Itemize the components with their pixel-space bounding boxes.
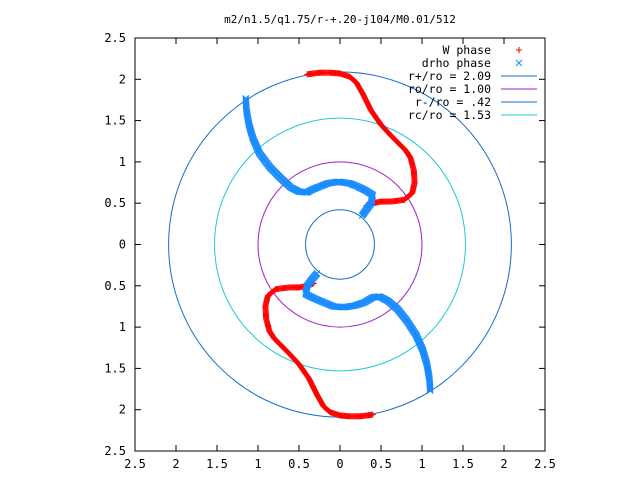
- circle-2: [305, 209, 375, 280]
- x-tick-label: 2.5: [534, 457, 556, 471]
- x-tick-label: 1: [418, 457, 425, 471]
- point-1-1-226: [313, 270, 321, 277]
- x-tick-label: 1.5: [452, 457, 474, 471]
- legend-entry-4: r-/ro = .42: [415, 95, 537, 109]
- series-1: [242, 94, 434, 395]
- x-tick-label: 2: [172, 457, 179, 471]
- legend-label: W phase: [443, 43, 492, 57]
- y-tick-label: 2.5: [104, 444, 126, 458]
- legend-label: drho phase: [422, 56, 491, 70]
- data-series: [242, 69, 434, 420]
- legend-label: rc/ro = 1.53: [408, 108, 491, 122]
- legend-entry-0: W phase: [443, 43, 522, 57]
- y-tick-label: 2: [119, 403, 126, 417]
- legend-entry-3: ro/ro = 1.00: [408, 82, 537, 96]
- chart-title: m2/n1.5/q1.75/r-+.20-j104/M0.01/512: [224, 13, 456, 26]
- circle-0: [168, 71, 512, 418]
- x-tick-label: 0.5: [370, 457, 392, 471]
- x-tick-label: 0: [336, 457, 343, 471]
- x-tick-label: 2: [500, 457, 507, 471]
- x-tick-label: 0.5: [288, 457, 310, 471]
- y-tick-label: 2.5: [104, 31, 126, 45]
- legend-symbol: [515, 59, 523, 67]
- legend-label: ro/ro = 1.00: [408, 82, 491, 96]
- legend-label: r+/ro = 2.09: [408, 69, 491, 83]
- x-tick-label: 2.5: [124, 457, 146, 471]
- circle-3: [214, 117, 466, 372]
- legend-label: r-/ro = .42: [415, 95, 491, 109]
- y-tick-label: 1.5: [104, 361, 126, 375]
- reference-circles: [168, 71, 512, 418]
- y-tick-label: 0.5: [104, 279, 126, 293]
- y-tick-label: 2: [119, 72, 126, 86]
- legend-symbol: [516, 47, 522, 53]
- series-0: [262, 69, 418, 420]
- x-tick-label: 1: [254, 457, 261, 471]
- y-tick-label: 0.5: [104, 196, 126, 210]
- axis-ticks: 2.5 2 1.5 1 0.5 0 0.5 1 1.5 2 2.52.521.510.500.511…: [104, 31, 556, 471]
- circle-1: [257, 161, 423, 328]
- legend-entry-1: drho phase: [422, 56, 523, 70]
- y-tick-label: 1: [119, 155, 126, 169]
- y-tick-label: 1: [119, 320, 126, 334]
- point-1-0-226: [358, 212, 366, 219]
- legend-entry-2: r+/ro = 2.09: [408, 69, 537, 83]
- x-tick-label: 1.5: [206, 457, 228, 471]
- y-tick-label: 1.5: [104, 114, 126, 128]
- legend-entry-5: rc/ro = 1.53: [408, 108, 537, 122]
- y-tick-label: 0: [119, 238, 126, 252]
